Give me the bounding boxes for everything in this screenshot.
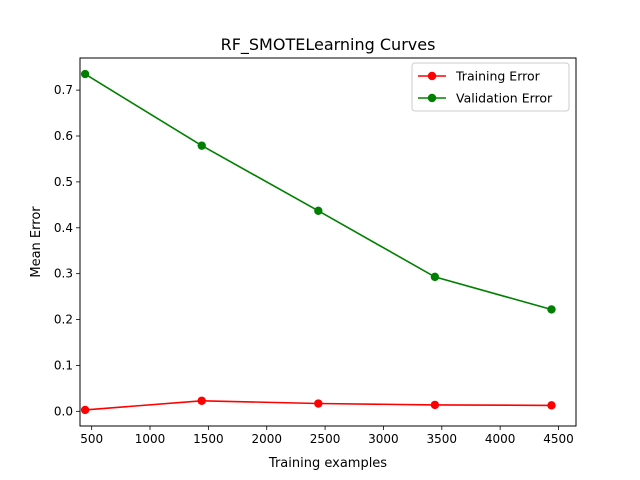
legend-label: Validation Error xyxy=(456,91,553,106)
x-tick-label: 2000 xyxy=(251,432,282,446)
data-point xyxy=(314,399,323,408)
x-tick-label: 2500 xyxy=(310,432,341,446)
chart-title: RF_SMOTELearning Curves xyxy=(221,35,436,55)
axis-ticks: 500 1000 1500 2000 2500 3000 3500 4000 4500 0.0 0.… xyxy=(54,83,574,446)
legend-marker xyxy=(427,93,437,103)
data-point xyxy=(547,305,556,314)
x-tick-label: 3500 xyxy=(427,432,458,446)
data-point xyxy=(314,206,323,215)
x-tick-label: 4000 xyxy=(485,432,516,446)
data-point xyxy=(430,272,440,282)
data-point xyxy=(197,396,206,405)
y-tick-label: 0.3 xyxy=(54,267,73,281)
x-tick-label: 3000 xyxy=(368,432,399,446)
data-point xyxy=(197,141,206,150)
series-points xyxy=(80,69,556,415)
y-tick-label: 0.5 xyxy=(54,175,73,189)
plot-frame xyxy=(79,57,577,427)
legend-label: Training Error xyxy=(455,69,541,84)
x-axis-label: Training examples xyxy=(268,456,387,471)
x-tick-label: 1500 xyxy=(193,432,224,446)
data-point xyxy=(80,405,90,415)
legend-marker xyxy=(427,71,437,81)
data-point xyxy=(80,69,90,79)
x-tick-label: 1000 xyxy=(135,432,166,446)
x-tick-label: 4500 xyxy=(543,432,574,446)
y-tick-label: 0.6 xyxy=(54,129,73,143)
y-tick-label: 0.2 xyxy=(54,313,73,327)
x-tick-label: 500 xyxy=(80,432,103,446)
legend-box xyxy=(411,62,570,112)
legend: Training Error Validation Error xyxy=(411,62,570,112)
y-tick-label: 0.4 xyxy=(54,221,73,235)
y-tick-label: 0.7 xyxy=(54,83,73,97)
data-point xyxy=(547,401,556,410)
y-axis-label: Mean Error xyxy=(29,206,44,278)
y-tick-label: 0.1 xyxy=(54,358,73,372)
data-point xyxy=(430,400,440,410)
y-tick-label: 0.0 xyxy=(54,404,73,418)
